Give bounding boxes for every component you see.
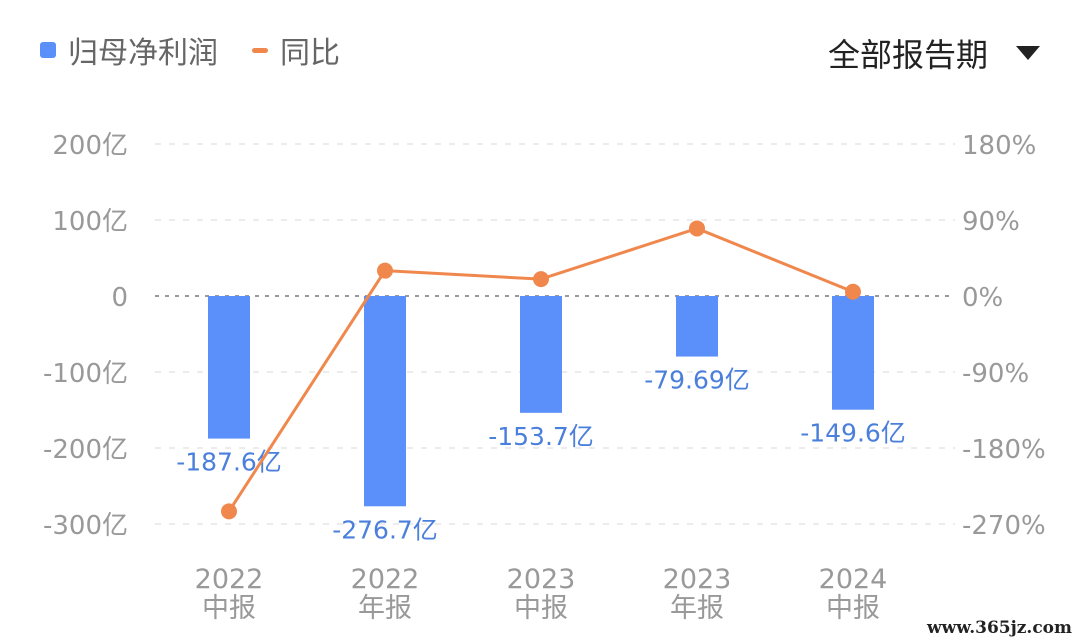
category-period-label: 中报 bbox=[514, 593, 568, 624]
yoy-point bbox=[689, 220, 705, 237]
period-selector-label: 全部报告期 bbox=[827, 36, 988, 74]
category-period-label: 中报 bbox=[202, 593, 256, 624]
right-tick-label: -270% bbox=[962, 511, 1046, 541]
category-period-label: 中报 bbox=[826, 593, 880, 624]
bar bbox=[832, 296, 874, 410]
line-swatch-icon bbox=[252, 47, 268, 53]
left-tick-label: 0 bbox=[111, 283, 128, 313]
bar bbox=[364, 296, 406, 507]
category-period-label: 年报 bbox=[358, 593, 412, 624]
bar bbox=[520, 296, 562, 413]
left-tick-label: -200亿 bbox=[43, 435, 128, 465]
period-selector[interactable]: 全部报告期 bbox=[828, 30, 1040, 76]
right-tick-label: 180% bbox=[962, 131, 1036, 161]
yoy-point bbox=[845, 283, 861, 300]
left-tick-label: 200亿 bbox=[52, 131, 128, 161]
category-year-label: 2023 bbox=[507, 564, 576, 595]
yoy-point bbox=[533, 271, 549, 288]
legend-label-yoy: 同比 bbox=[280, 36, 340, 71]
bar-value-label: -149.6亿 bbox=[800, 419, 906, 448]
left-tick-label: -100亿 bbox=[43, 359, 128, 389]
category-year-label: 2022 bbox=[195, 564, 264, 595]
bar-swatch-icon bbox=[40, 42, 56, 58]
legend-item-net-profit[interactable]: 归母净利润 bbox=[40, 28, 218, 72]
right-tick-label: -180% bbox=[962, 435, 1046, 465]
yoy-point bbox=[377, 262, 393, 279]
category-year-label: 2024 bbox=[819, 564, 888, 595]
watermark: www.365jz.com bbox=[927, 618, 1072, 638]
yoy-point bbox=[221, 503, 237, 520]
right-tick-label: 90% bbox=[962, 207, 1020, 237]
bar-value-label: -187.6亿 bbox=[176, 448, 282, 477]
left-tick-label: 100亿 bbox=[52, 207, 128, 237]
bar-value-label: -153.7亿 bbox=[488, 422, 594, 451]
bar bbox=[208, 296, 250, 439]
right-tick-label: -90% bbox=[962, 359, 1029, 389]
bar-value-label: -79.69亿 bbox=[644, 366, 750, 395]
category-period-label: 年报 bbox=[670, 593, 724, 624]
category-year-label: 2022 bbox=[351, 564, 420, 595]
chart-legend: 归母净利润 同比 bbox=[40, 28, 340, 72]
right-tick-label: 0% bbox=[962, 283, 1003, 313]
caret-down-icon bbox=[1016, 46, 1040, 60]
legend-item-yoy[interactable]: 同比 bbox=[252, 28, 340, 72]
left-tick-label: -300亿 bbox=[43, 511, 128, 541]
legend-label-net-profit: 归母净利润 bbox=[68, 36, 218, 71]
bar-value-label: -276.7亿 bbox=[332, 515, 438, 544]
category-year-label: 2023 bbox=[663, 564, 732, 595]
bar bbox=[676, 296, 718, 357]
